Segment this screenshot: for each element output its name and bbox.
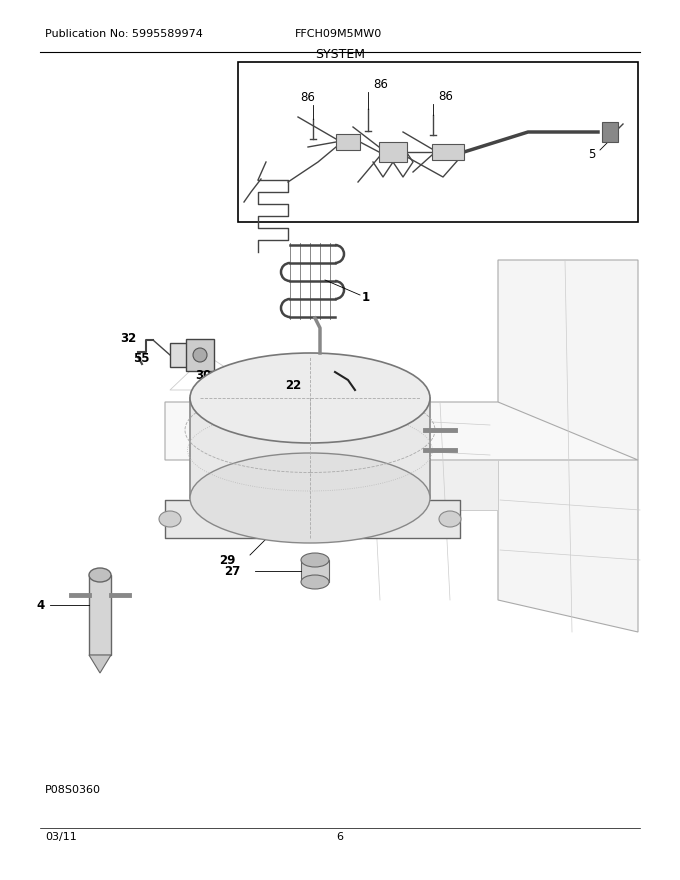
Text: P08S0360: P08S0360 <box>45 785 101 795</box>
Text: 4: 4 <box>37 598 45 612</box>
Polygon shape <box>350 460 498 510</box>
Text: 6: 6 <box>337 832 343 842</box>
Polygon shape <box>165 500 460 538</box>
Text: 27: 27 <box>224 564 240 577</box>
Polygon shape <box>498 260 638 632</box>
Bar <box>238 62 638 222</box>
Ellipse shape <box>89 568 111 582</box>
Ellipse shape <box>190 453 430 543</box>
Polygon shape <box>89 655 111 673</box>
Text: 29: 29 <box>219 554 235 567</box>
Bar <box>170 343 190 367</box>
Ellipse shape <box>159 511 181 527</box>
Bar <box>602 122 618 142</box>
Text: 55: 55 <box>133 351 150 364</box>
Bar <box>379 142 407 162</box>
Text: 86: 86 <box>373 78 388 91</box>
Ellipse shape <box>301 553 329 567</box>
Text: FFCH09M5MW0: FFCH09M5MW0 <box>295 29 382 39</box>
Bar <box>336 134 360 150</box>
Ellipse shape <box>439 511 461 527</box>
Polygon shape <box>165 402 638 460</box>
Text: 5: 5 <box>588 148 596 160</box>
Bar <box>301 560 329 582</box>
Ellipse shape <box>190 353 430 443</box>
Text: 32: 32 <box>120 332 136 344</box>
Ellipse shape <box>369 511 391 527</box>
Text: 86: 86 <box>438 90 453 103</box>
Text: 03/11: 03/11 <box>45 832 77 842</box>
Text: 86: 86 <box>301 91 316 104</box>
Bar <box>89 575 111 655</box>
Text: 22: 22 <box>285 378 301 392</box>
Ellipse shape <box>301 575 329 589</box>
Text: Publication No: 5995589974: Publication No: 5995589974 <box>45 29 203 39</box>
Ellipse shape <box>193 348 207 362</box>
Ellipse shape <box>229 511 251 527</box>
Bar <box>186 339 214 371</box>
Text: SYSTEM: SYSTEM <box>315 48 365 61</box>
Bar <box>432 144 464 160</box>
Polygon shape <box>190 398 430 498</box>
Text: 1: 1 <box>362 290 370 304</box>
Text: 30: 30 <box>195 369 211 382</box>
